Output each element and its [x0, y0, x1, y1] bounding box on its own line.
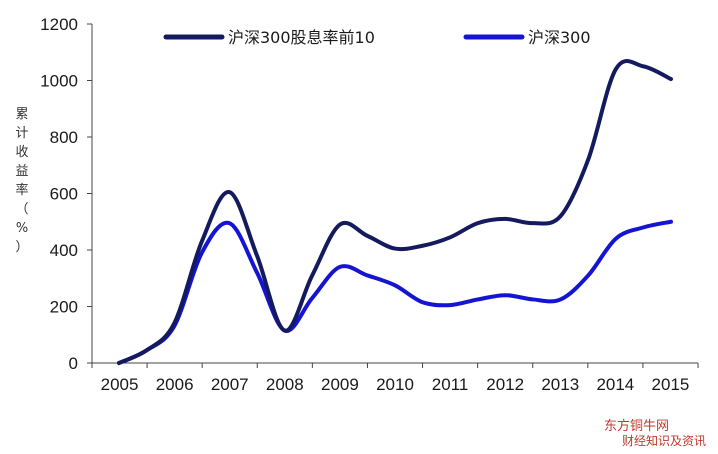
y-axis-label-char: （ [15, 202, 28, 217]
x-tick-label: 2006 [156, 375, 194, 394]
axes: 0 200 400 600 800 1000 1200 2005 2006 2007 2008 200… [40, 15, 699, 394]
series-line-2 [117, 219, 673, 365]
x-tick-label: 2015 [652, 375, 690, 394]
x-tick-label: 2005 [101, 375, 139, 394]
y-tick-label: 0 [69, 354, 78, 373]
y-axis-label-char: ） [15, 240, 28, 255]
watermark-site-name: 东方铜牛网 [604, 419, 670, 434]
y-tick-label: 400 [50, 241, 78, 260]
x-tick-label: 2012 [486, 375, 524, 394]
x-tick-label: 2007 [211, 375, 249, 394]
legend: 沪深300股息率前10 沪深300 [163, 28, 591, 47]
x-tick-label: 2011 [432, 375, 469, 394]
y-tick-label: 1200 [40, 15, 78, 34]
series-line-1 [117, 59, 673, 365]
y-axis-label-char: 收 [15, 145, 28, 160]
x-tick-label: 2010 [376, 375, 414, 394]
x-tick-label: 2014 [596, 375, 634, 394]
legend-label-1: 沪深300股息率前10 [228, 28, 375, 47]
y-axis-label-char: 率 [15, 182, 28, 198]
y-axis-label-char: % [16, 221, 28, 236]
y-tick-label: 200 [50, 298, 78, 317]
y-tick-label: 800 [50, 128, 78, 147]
y-axis-label-char: 计 [15, 126, 28, 141]
y-axis-label-char: 累 [15, 107, 28, 122]
legend-label-2: 沪深300 [528, 28, 591, 47]
y-tick-label: 600 [50, 185, 78, 204]
y-tick-label: 1000 [40, 72, 78, 91]
x-tick-label: 2013 [541, 375, 579, 394]
series-lines [117, 59, 673, 365]
x-tick-label: 2008 [266, 375, 304, 394]
x-tick-label: 2009 [321, 375, 359, 394]
watermark-tagline: 财经知识及资讯 [622, 434, 707, 448]
y-axis-label-char: 益 [15, 164, 28, 179]
